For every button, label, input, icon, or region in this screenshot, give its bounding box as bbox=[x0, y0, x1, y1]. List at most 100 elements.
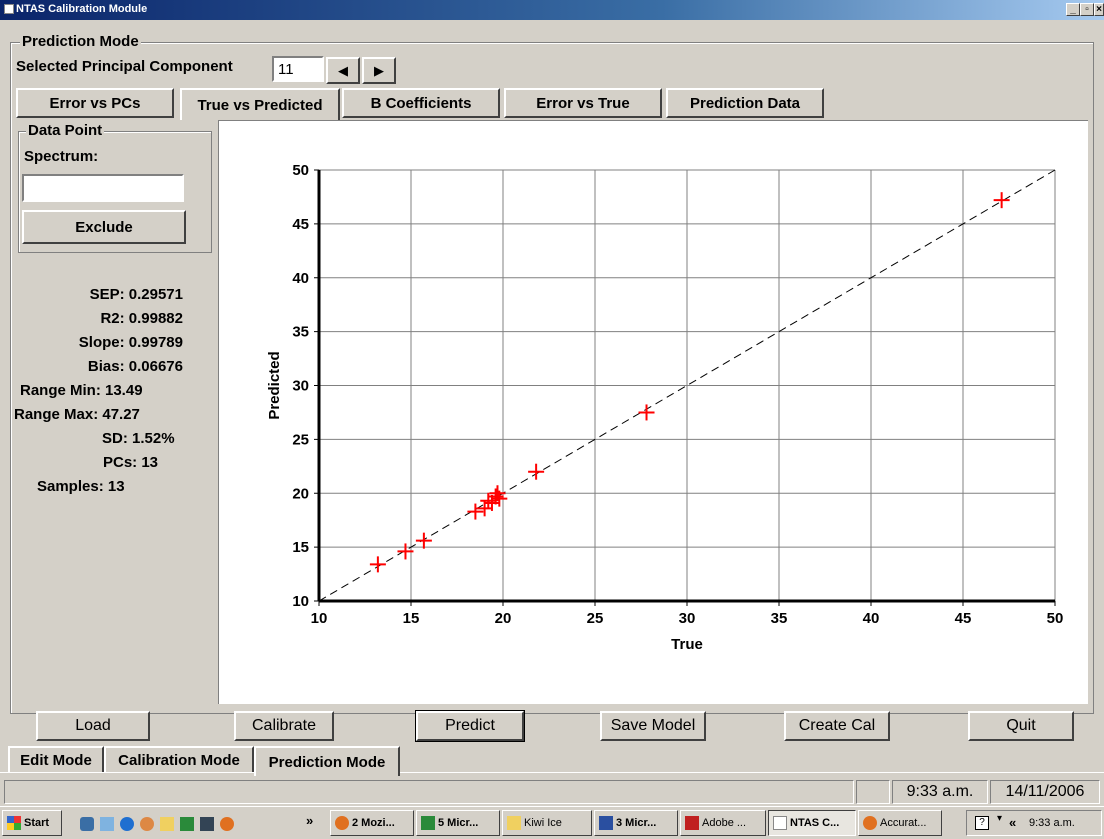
x-tick-label: 10 bbox=[311, 610, 328, 627]
quicklaunch-firefox-icon[interactable] bbox=[220, 817, 234, 831]
firefox-icon bbox=[335, 816, 349, 830]
task-label: Adobe ... bbox=[702, 817, 747, 829]
tab-edit-mode[interactable]: Edit Mode bbox=[8, 746, 104, 772]
y-axis-label: Predicted bbox=[266, 351, 283, 419]
task-mozilla[interactable]: 2 Mozi... bbox=[330, 810, 414, 836]
y-tick-label: 15 bbox=[292, 539, 309, 556]
create-cal-button[interactable]: Create Cal bbox=[784, 711, 890, 741]
data-point-marker[interactable] bbox=[491, 490, 508, 507]
data-point-marker[interactable] bbox=[397, 543, 414, 560]
save-model-button[interactable]: Save Model bbox=[600, 711, 706, 741]
task-word[interactable]: 3 Micr... bbox=[594, 810, 678, 836]
stat-pcs: PCs: 13 bbox=[103, 454, 159, 471]
quicklaunch-browser-icon[interactable] bbox=[120, 817, 134, 831]
firefox-icon bbox=[863, 816, 877, 830]
task-accurat[interactable]: Accurat... bbox=[858, 810, 942, 836]
x-tick-label: 25 bbox=[587, 610, 604, 627]
folder-icon bbox=[507, 816, 521, 830]
prediction-mode-group bbox=[10, 42, 1094, 714]
data-point-marker[interactable] bbox=[467, 503, 484, 520]
status-date: 14/11/2006 bbox=[990, 780, 1100, 804]
stat-sd: SD: 1.52% bbox=[102, 430, 175, 447]
stat-slope: Slope: 0.99789 bbox=[78, 334, 183, 351]
acrobat-icon bbox=[685, 816, 699, 830]
tab-b-coefficients[interactable]: B Coefficients bbox=[342, 88, 500, 118]
close-button[interactable]: × bbox=[1094, 3, 1104, 16]
y-tick-label: 50 bbox=[292, 162, 309, 179]
quicklaunch-ie-icon[interactable] bbox=[80, 817, 94, 831]
excel-icon bbox=[421, 816, 435, 830]
tab-prediction-data[interactable]: Prediction Data bbox=[666, 88, 824, 118]
y-tick-label: 10 bbox=[292, 593, 309, 610]
load-button[interactable]: Load bbox=[36, 711, 150, 741]
quicklaunch-app-icon[interactable] bbox=[200, 817, 214, 831]
quicklaunch-chevron[interactable]: » bbox=[306, 813, 314, 828]
task-label: Accurat... bbox=[880, 817, 927, 829]
x-tick-label: 20 bbox=[495, 610, 512, 627]
pc-decrease-button[interactable]: ◀ bbox=[326, 57, 360, 84]
arrow-right-icon: ▶ bbox=[374, 62, 384, 78]
quicklaunch-excel-icon[interactable] bbox=[180, 817, 194, 831]
y-tick-label: 20 bbox=[292, 485, 309, 502]
system-tray: ? ▾ « 9:33 a.m. bbox=[966, 810, 1102, 836]
data-point-marker[interactable] bbox=[487, 488, 504, 505]
tab-error-vs-pcs[interactable]: Error vs PCs bbox=[16, 88, 174, 118]
stat-bias: Bias: 0.06676 bbox=[87, 358, 183, 375]
chart-panel: 10 15 20 25 30 35 40 45 50 10 15 20 25 30 35 40 45 50 Tru… bbox=[218, 120, 1088, 704]
mode-tabs-divider bbox=[0, 772, 1104, 773]
tab-true-vs-predicted[interactable]: True vs Predicted bbox=[180, 88, 340, 120]
quicklaunch-media-icon[interactable] bbox=[140, 817, 154, 831]
word-icon bbox=[599, 816, 613, 830]
stat-sep: SEP: 0.29571 bbox=[89, 286, 183, 303]
data-point-marker[interactable] bbox=[483, 494, 500, 511]
x-axis-label: True bbox=[671, 636, 703, 653]
x-tick-label: 15 bbox=[403, 610, 420, 627]
x-tick-label: 45 bbox=[955, 610, 972, 627]
task-ntas[interactable]: NTAS C... bbox=[768, 810, 856, 836]
data-point-marker[interactable] bbox=[528, 463, 545, 480]
data-point-marker[interactable] bbox=[993, 192, 1010, 209]
tab-calibration-mode[interactable]: Calibration Mode bbox=[104, 746, 254, 772]
data-point-label: Data Point bbox=[26, 122, 105, 139]
data-point-marker[interactable] bbox=[415, 532, 432, 549]
x-tick-label: 30 bbox=[679, 610, 696, 627]
quicklaunch-folder-icon[interactable] bbox=[160, 817, 174, 831]
task-kiwi-ice[interactable]: Kiwi Ice bbox=[502, 810, 592, 836]
true-vs-predicted-chart: 10 15 20 25 30 35 40 45 50 10 15 20 25 30 35 40 45 50 Tru… bbox=[266, 162, 1064, 653]
task-adobe[interactable]: Adobe ... bbox=[680, 810, 766, 836]
y-tick-label: 40 bbox=[292, 270, 309, 287]
minimize-button[interactable]: _ bbox=[1066, 3, 1080, 16]
task-label: 3 Micr... bbox=[616, 817, 657, 829]
data-point-marker[interactable] bbox=[638, 404, 655, 421]
tab-prediction-mode[interactable]: Prediction Mode bbox=[254, 746, 400, 776]
tab-error-vs-true[interactable]: Error vs True bbox=[504, 88, 662, 118]
start-button[interactable]: Start bbox=[2, 810, 62, 836]
task-excel[interactable]: 5 Micr... bbox=[416, 810, 500, 836]
data-point-marker[interactable] bbox=[369, 556, 386, 573]
predict-button[interactable]: Predict bbox=[415, 710, 525, 742]
y-tick-label: 35 bbox=[292, 324, 309, 341]
start-label: Start bbox=[24, 817, 50, 829]
tray-menu-icon[interactable]: ▾ bbox=[997, 813, 1003, 824]
title-bar: NTAS Calibration Module _ ▫ × bbox=[0, 0, 1104, 20]
stat-range-min: Range Min: 13.49 bbox=[20, 382, 143, 399]
x-tick-label: 50 bbox=[1047, 610, 1064, 627]
help-icon[interactable]: ? bbox=[975, 816, 989, 830]
task-label: NTAS C... bbox=[790, 817, 840, 829]
pc-increase-button[interactable]: ▶ bbox=[362, 57, 396, 84]
pc-value-input[interactable] bbox=[272, 56, 324, 82]
quicklaunch-desktop-icon[interactable] bbox=[100, 817, 114, 831]
spectrum-input[interactable] bbox=[22, 174, 184, 202]
data-point-marker[interactable] bbox=[480, 492, 497, 509]
spectrum-label: Spectrum: bbox=[24, 148, 99, 165]
quit-button[interactable]: Quit bbox=[968, 711, 1074, 741]
maximize-button[interactable]: ▫ bbox=[1080, 3, 1094, 16]
status-time: 9:33 a.m. bbox=[892, 780, 988, 804]
calibrate-button[interactable]: Calibrate bbox=[234, 711, 334, 741]
prediction-mode-label: Prediction Mode bbox=[20, 33, 141, 50]
app-icon bbox=[4, 4, 14, 14]
data-point-group bbox=[18, 131, 212, 253]
tray-chevron[interactable]: « bbox=[1009, 815, 1017, 830]
stat-samples: Samples: 13 bbox=[37, 478, 125, 495]
exclude-button[interactable]: Exclude bbox=[22, 210, 186, 244]
